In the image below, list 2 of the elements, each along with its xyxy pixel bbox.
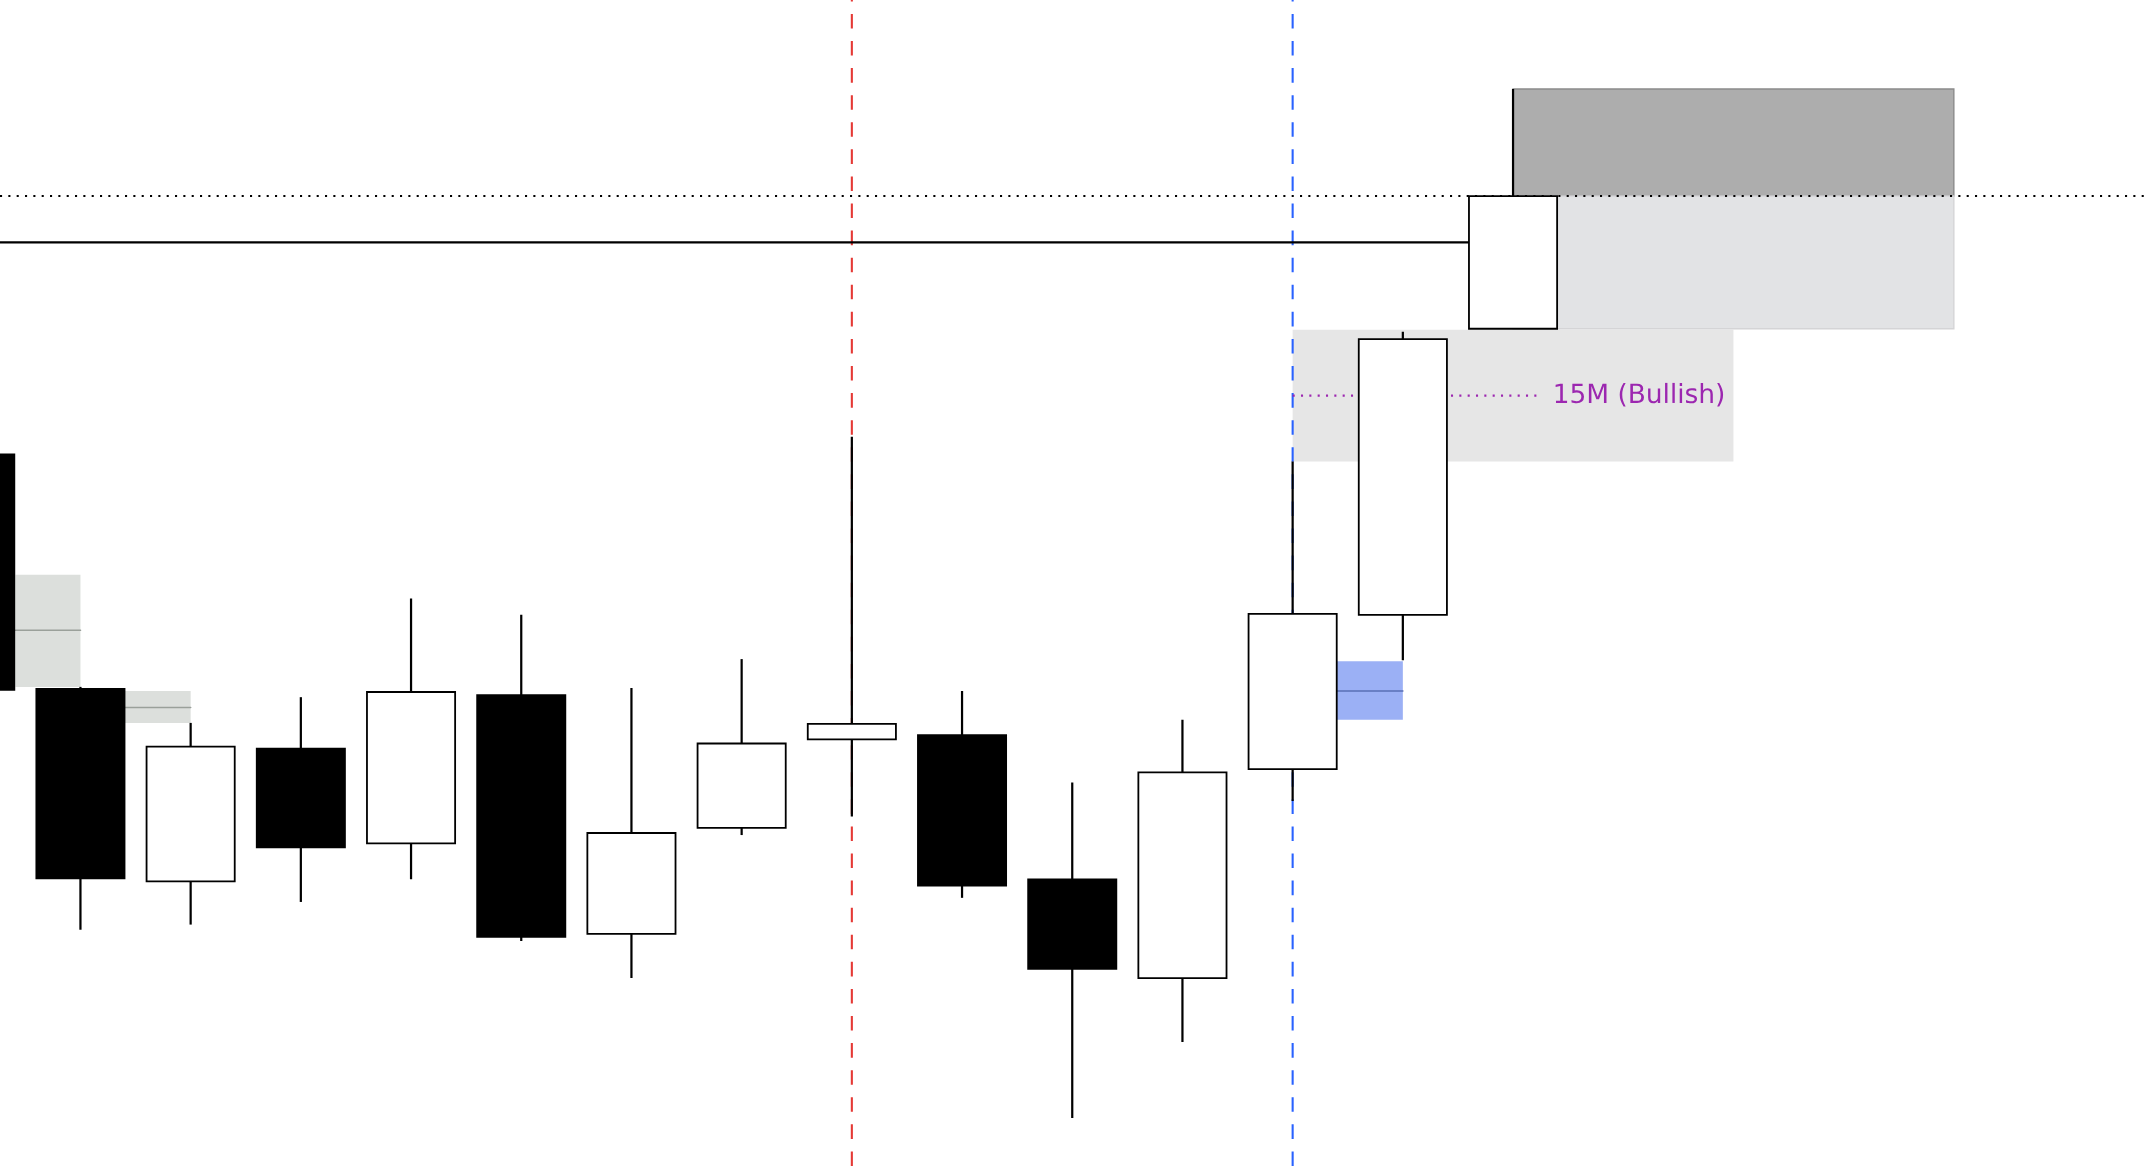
ref-line-label: 15M (Bullish) xyxy=(1555,382,1724,407)
candlestick xyxy=(806,435,897,818)
